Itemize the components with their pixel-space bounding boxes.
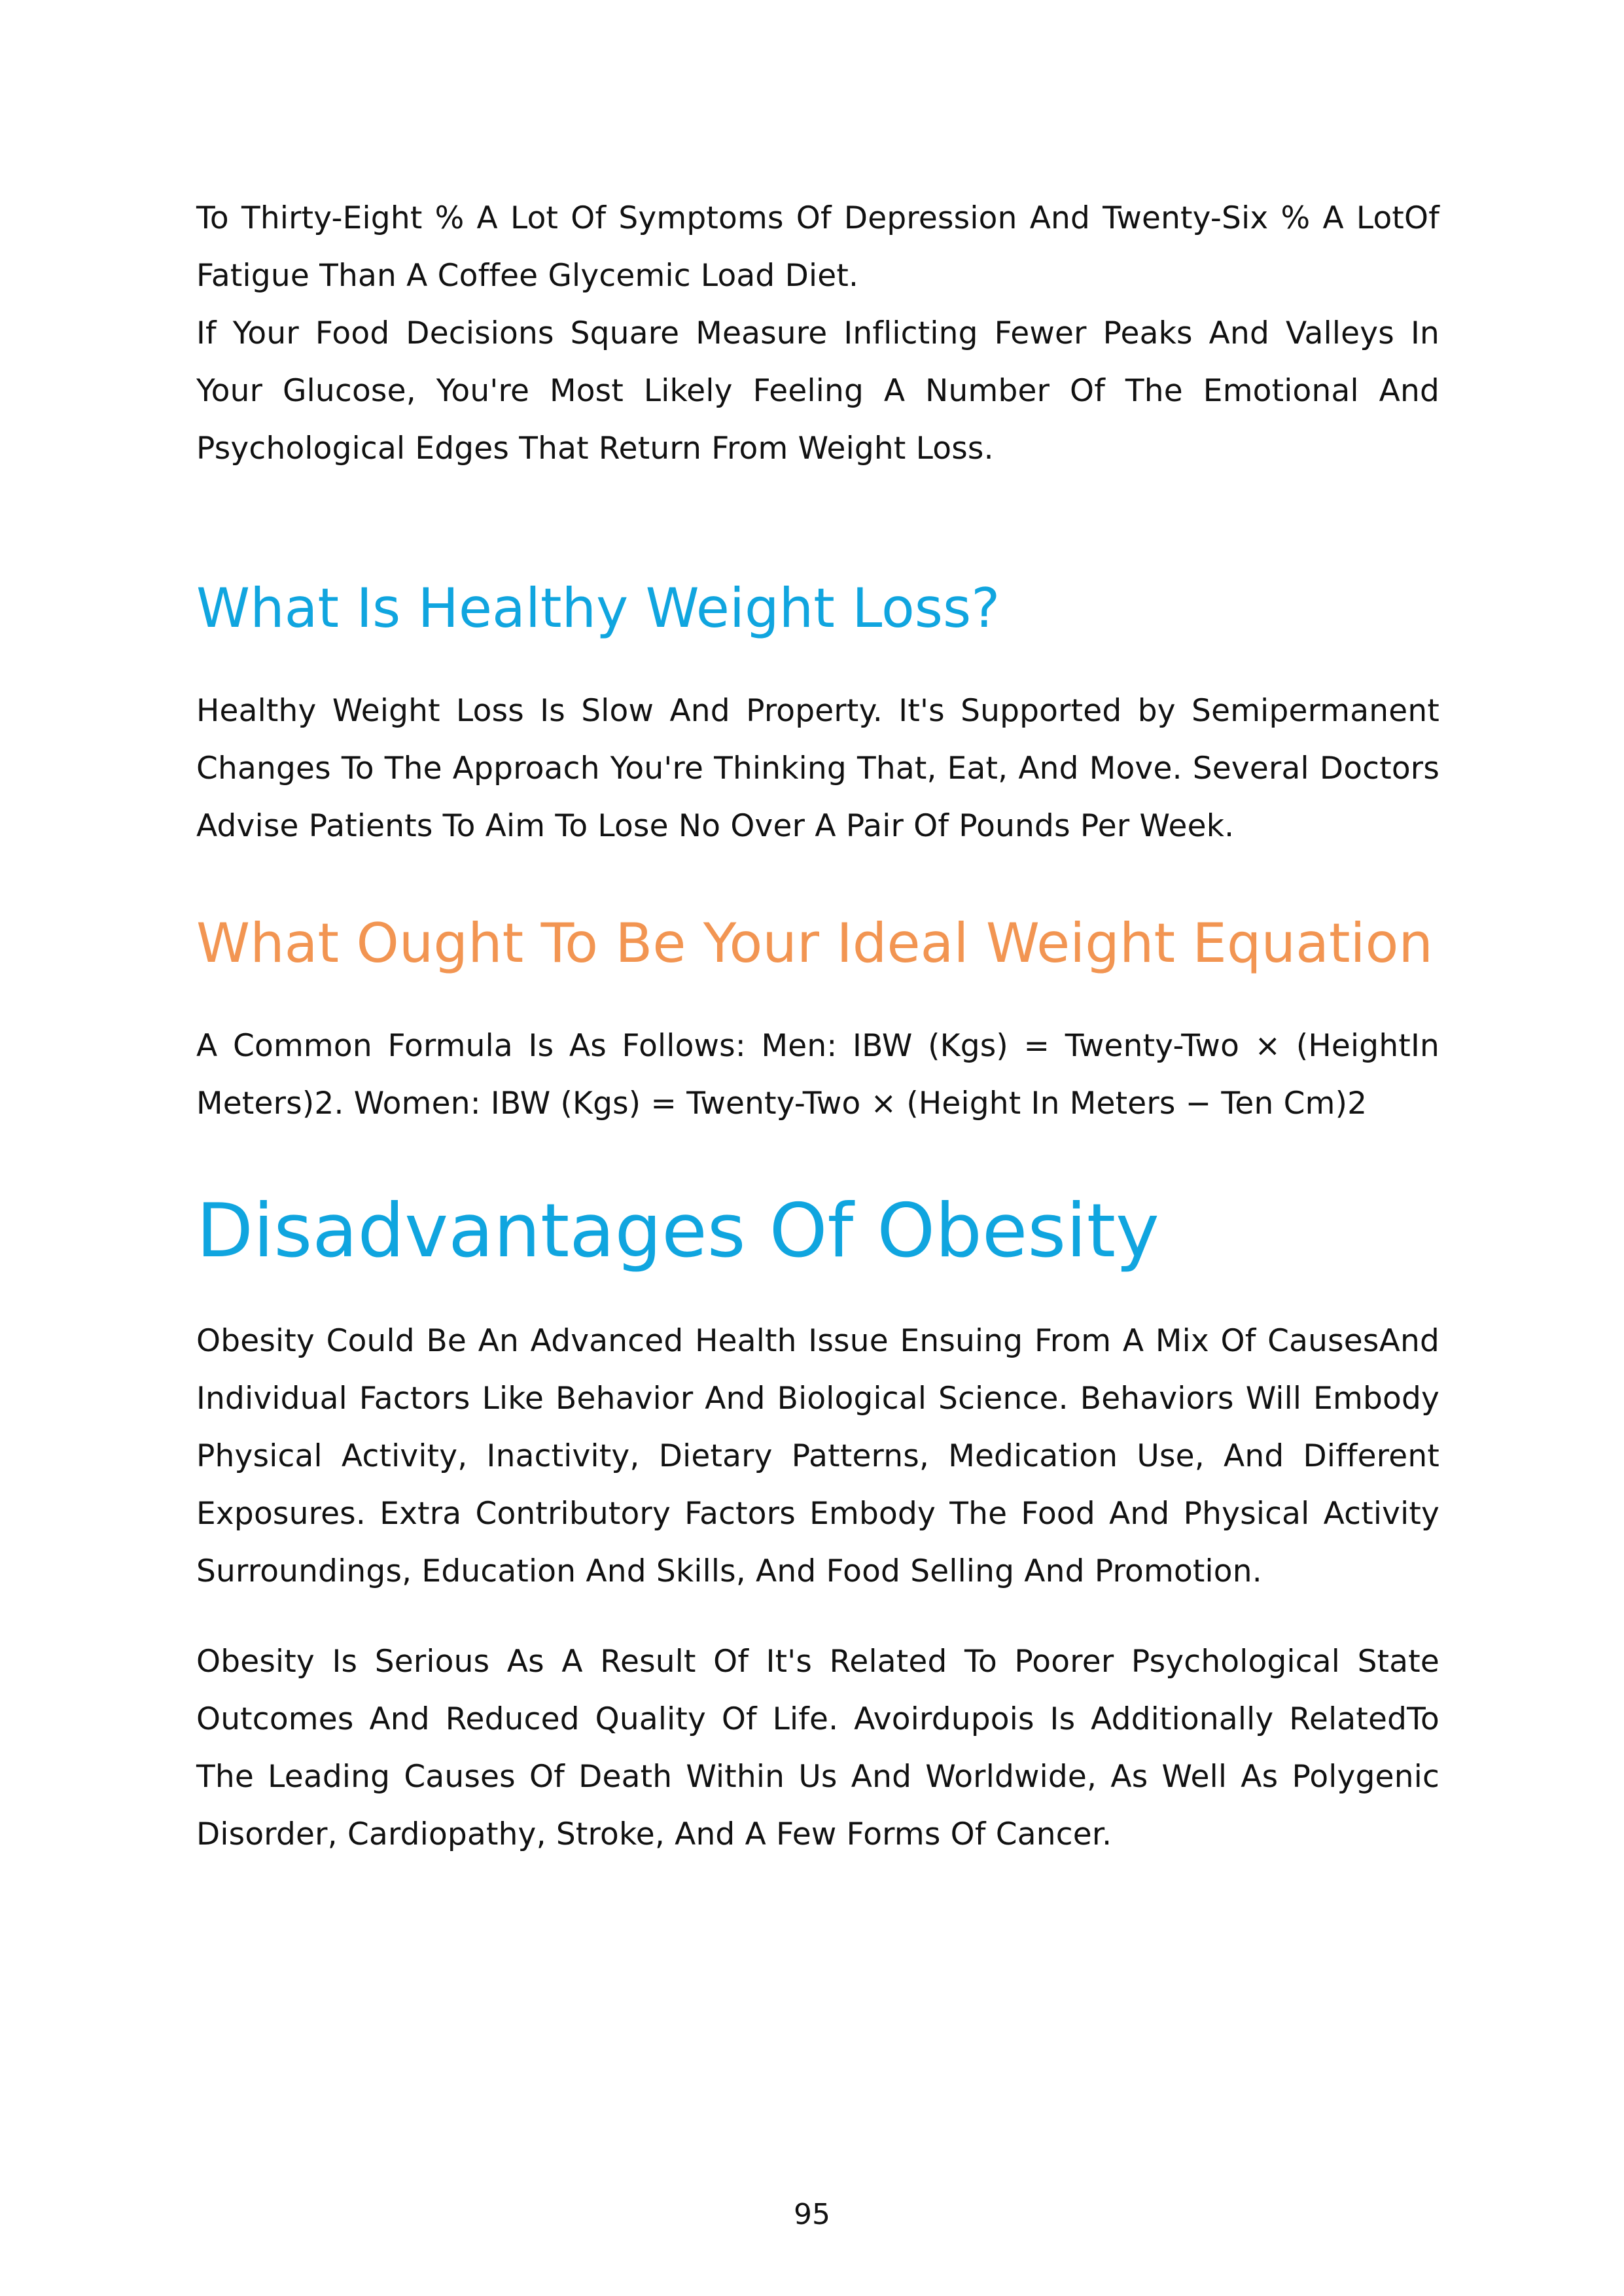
page-number: 95 bbox=[794, 2198, 830, 2231]
obesity-paragraph-1: Obesity Could Be An Advanced Health Issu… bbox=[196, 1323, 1439, 1589]
heading-ideal-weight-equation: What Ought To Be Your Ideal Weight Equat… bbox=[196, 911, 1433, 975]
ideal-weight-formula-paragraph: A Common Formula Is As Follows: Men: IBW… bbox=[196, 1028, 1439, 1122]
obesity-paragraph-2: Obesity Is Serious As A Result Of It's R… bbox=[196, 1644, 1439, 1852]
intro-paragraph-2: If Your Food Decisions Square Measure In… bbox=[196, 315, 1439, 467]
heading-disadvantages-of-obesity: Disadvantages Of Obesity bbox=[196, 1188, 1159, 1274]
heading-healthy-weight-loss: What Is Healthy Weight Loss? bbox=[196, 576, 1000, 640]
intro-paragraph-1: To Thirty-Eight % A Lot Of Symptoms Of D… bbox=[196, 200, 1439, 294]
healthy-weight-loss-paragraph: Healthy Weight Loss Is Slow And Property… bbox=[196, 693, 1439, 844]
page-content: To Thirty-Eight % A Lot Of Symptoms Of D… bbox=[196, 190, 1439, 1863]
